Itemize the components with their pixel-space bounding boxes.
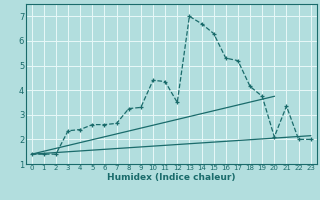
X-axis label: Humidex (Indice chaleur): Humidex (Indice chaleur) xyxy=(107,173,236,182)
